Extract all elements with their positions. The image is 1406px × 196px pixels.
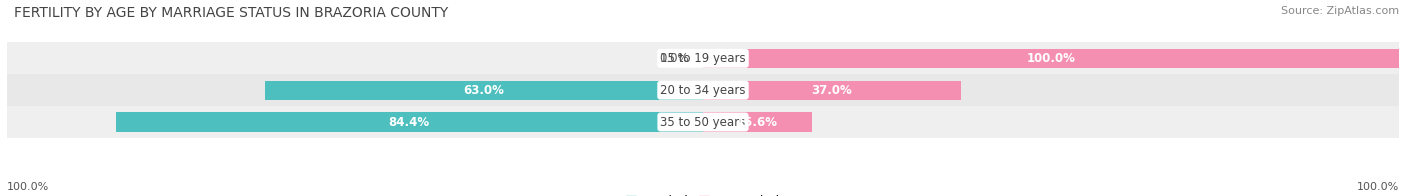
Text: 100.0%: 100.0% bbox=[1026, 52, 1076, 65]
Text: 15.6%: 15.6% bbox=[737, 115, 778, 129]
Text: Source: ZipAtlas.com: Source: ZipAtlas.com bbox=[1281, 6, 1399, 16]
Text: 37.0%: 37.0% bbox=[811, 84, 852, 97]
Bar bbox=[115, 113, 703, 132]
Bar bbox=[7, 106, 1399, 138]
Text: 84.4%: 84.4% bbox=[388, 115, 430, 129]
Bar bbox=[703, 81, 960, 100]
Text: 35 to 50 years: 35 to 50 years bbox=[661, 115, 745, 129]
Text: 20 to 34 years: 20 to 34 years bbox=[661, 84, 745, 97]
Bar bbox=[703, 49, 1399, 68]
Text: 0.0%: 0.0% bbox=[659, 52, 689, 65]
Text: 100.0%: 100.0% bbox=[1357, 182, 1399, 192]
Bar bbox=[7, 42, 1399, 74]
Text: FERTILITY BY AGE BY MARRIAGE STATUS IN BRAZORIA COUNTY: FERTILITY BY AGE BY MARRIAGE STATUS IN B… bbox=[14, 6, 449, 20]
Bar bbox=[703, 113, 811, 132]
Bar bbox=[264, 81, 703, 100]
Bar bbox=[7, 74, 1399, 106]
Text: 15 to 19 years: 15 to 19 years bbox=[661, 52, 745, 65]
Legend: Married, Unmarried: Married, Unmarried bbox=[626, 195, 780, 196]
Text: 63.0%: 63.0% bbox=[464, 84, 505, 97]
Text: 100.0%: 100.0% bbox=[7, 182, 49, 192]
